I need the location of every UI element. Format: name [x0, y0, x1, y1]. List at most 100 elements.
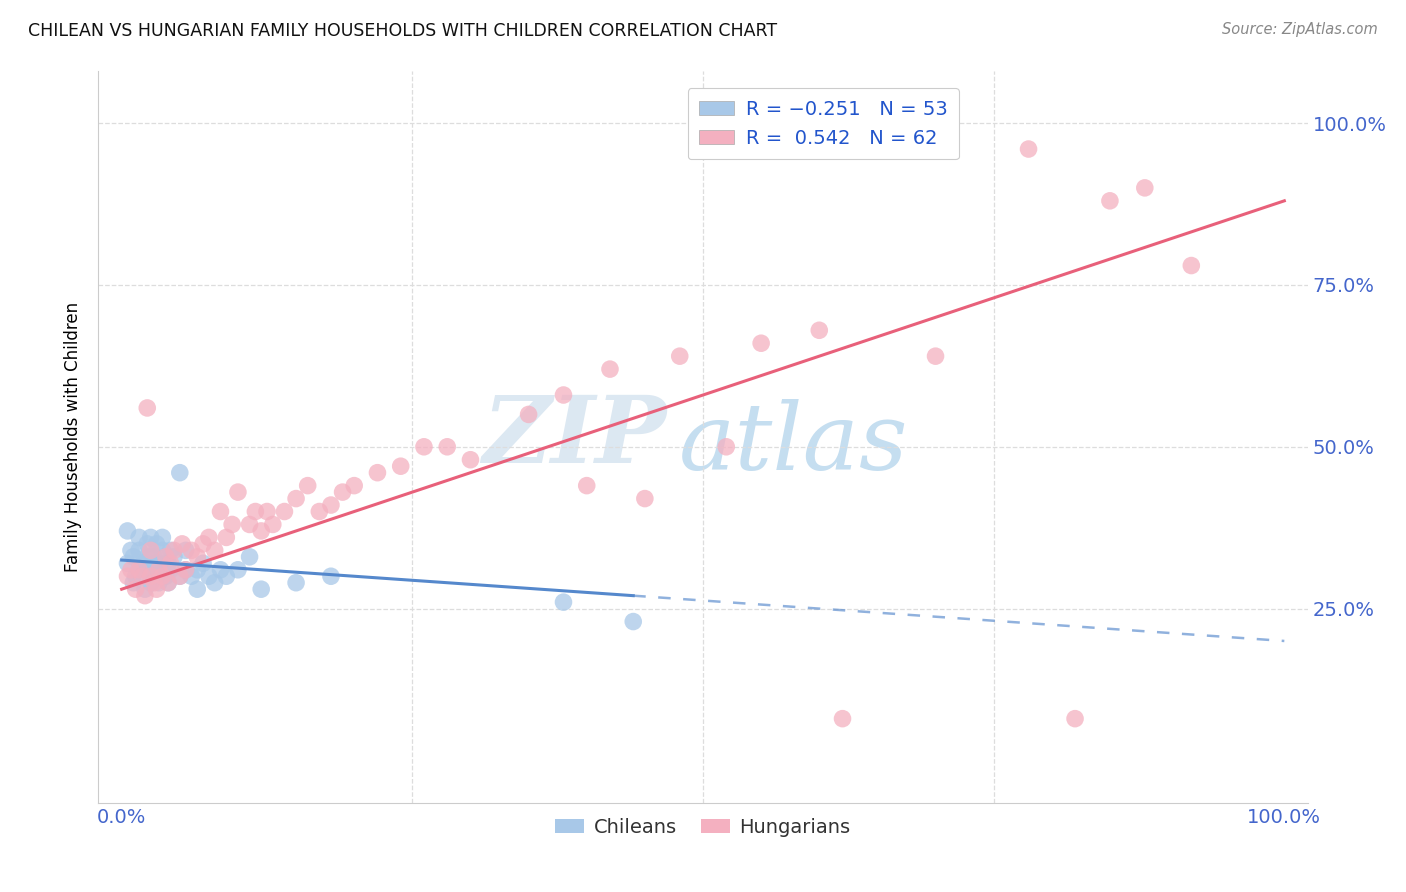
Point [215, 530, 238, 544]
Point [343, 478, 366, 492]
Point [139, 575, 162, 590]
Point [145, 582, 167, 597]
Point [209, 563, 232, 577]
Point [1180, 259, 1202, 273]
Point [716, 440, 738, 454]
Point [285, 575, 308, 590]
Point [285, 491, 308, 506]
Point [174, 563, 197, 577]
Point [808, 323, 831, 337]
Point [124, 569, 146, 583]
Point [575, 478, 598, 492]
Point [145, 537, 167, 551]
Point [117, 569, 139, 583]
Point [117, 524, 139, 538]
Point [150, 563, 173, 577]
Point [250, 582, 273, 597]
Point [155, 549, 177, 564]
Point [122, 575, 145, 590]
Point [159, 557, 181, 571]
Point [413, 440, 436, 454]
Text: ZIP: ZIP [482, 392, 666, 482]
Point [148, 563, 170, 577]
Point [460, 452, 482, 467]
Point [517, 408, 540, 422]
Point [924, 349, 946, 363]
Point [319, 498, 342, 512]
Point [159, 543, 181, 558]
Point [169, 466, 191, 480]
Point [150, 543, 173, 558]
Text: atlas: atlas [679, 400, 908, 490]
Point [134, 582, 156, 597]
Point [134, 589, 156, 603]
Point [1064, 712, 1087, 726]
Point [174, 543, 197, 558]
Point [749, 336, 772, 351]
Point [169, 569, 191, 583]
Point [128, 530, 150, 544]
Point [436, 440, 458, 454]
Point [250, 524, 273, 538]
Point [139, 530, 162, 544]
Point [120, 563, 142, 577]
Point [226, 485, 249, 500]
Point [668, 349, 690, 363]
Point [186, 582, 208, 597]
Point [239, 517, 262, 532]
Point [273, 504, 295, 518]
Point [621, 615, 644, 629]
Point [180, 569, 202, 583]
Point [186, 549, 208, 564]
Point [139, 549, 162, 564]
Point [159, 563, 181, 577]
Point [634, 491, 657, 506]
Point [180, 543, 202, 558]
Point [131, 569, 153, 583]
Point [332, 485, 354, 500]
Point [245, 504, 267, 518]
Point [297, 478, 319, 492]
Point [136, 537, 159, 551]
Text: Source: ZipAtlas.com: Source: ZipAtlas.com [1222, 22, 1378, 37]
Point [128, 543, 150, 558]
Point [1098, 194, 1121, 208]
Point [148, 575, 170, 590]
Text: CHILEAN VS HUNGARIAN FAMILY HOUSEHOLDS WITH CHILDREN CORRELATION CHART: CHILEAN VS HUNGARIAN FAMILY HOUSEHOLDS W… [28, 22, 778, 40]
Point [128, 563, 150, 577]
Point [131, 557, 153, 571]
Point [308, 504, 330, 518]
Point [204, 543, 226, 558]
Point [174, 563, 197, 577]
Point [186, 563, 208, 577]
Point [599, 362, 621, 376]
Point [553, 595, 575, 609]
Point [319, 569, 342, 583]
Point [553, 388, 575, 402]
Point [128, 563, 150, 577]
Point [191, 557, 214, 571]
Point [172, 537, 194, 551]
Y-axis label: Family Households with Children: Family Households with Children [65, 302, 83, 572]
Point [221, 517, 243, 532]
Point [120, 543, 142, 558]
Point [198, 530, 221, 544]
Point [163, 543, 186, 558]
Point [226, 563, 249, 577]
Point [198, 569, 221, 583]
Point [157, 575, 180, 590]
Point [143, 569, 166, 583]
Point [124, 582, 146, 597]
Point [1133, 181, 1156, 195]
Point [145, 557, 167, 571]
Point [139, 563, 162, 577]
Point [134, 563, 156, 577]
Point [831, 712, 853, 726]
Legend: Chileans, Hungarians: Chileans, Hungarians [547, 810, 859, 845]
Point [366, 466, 388, 480]
Point [262, 517, 284, 532]
Point [150, 530, 173, 544]
Point [136, 549, 159, 564]
Point [145, 569, 167, 583]
Point [139, 543, 162, 558]
